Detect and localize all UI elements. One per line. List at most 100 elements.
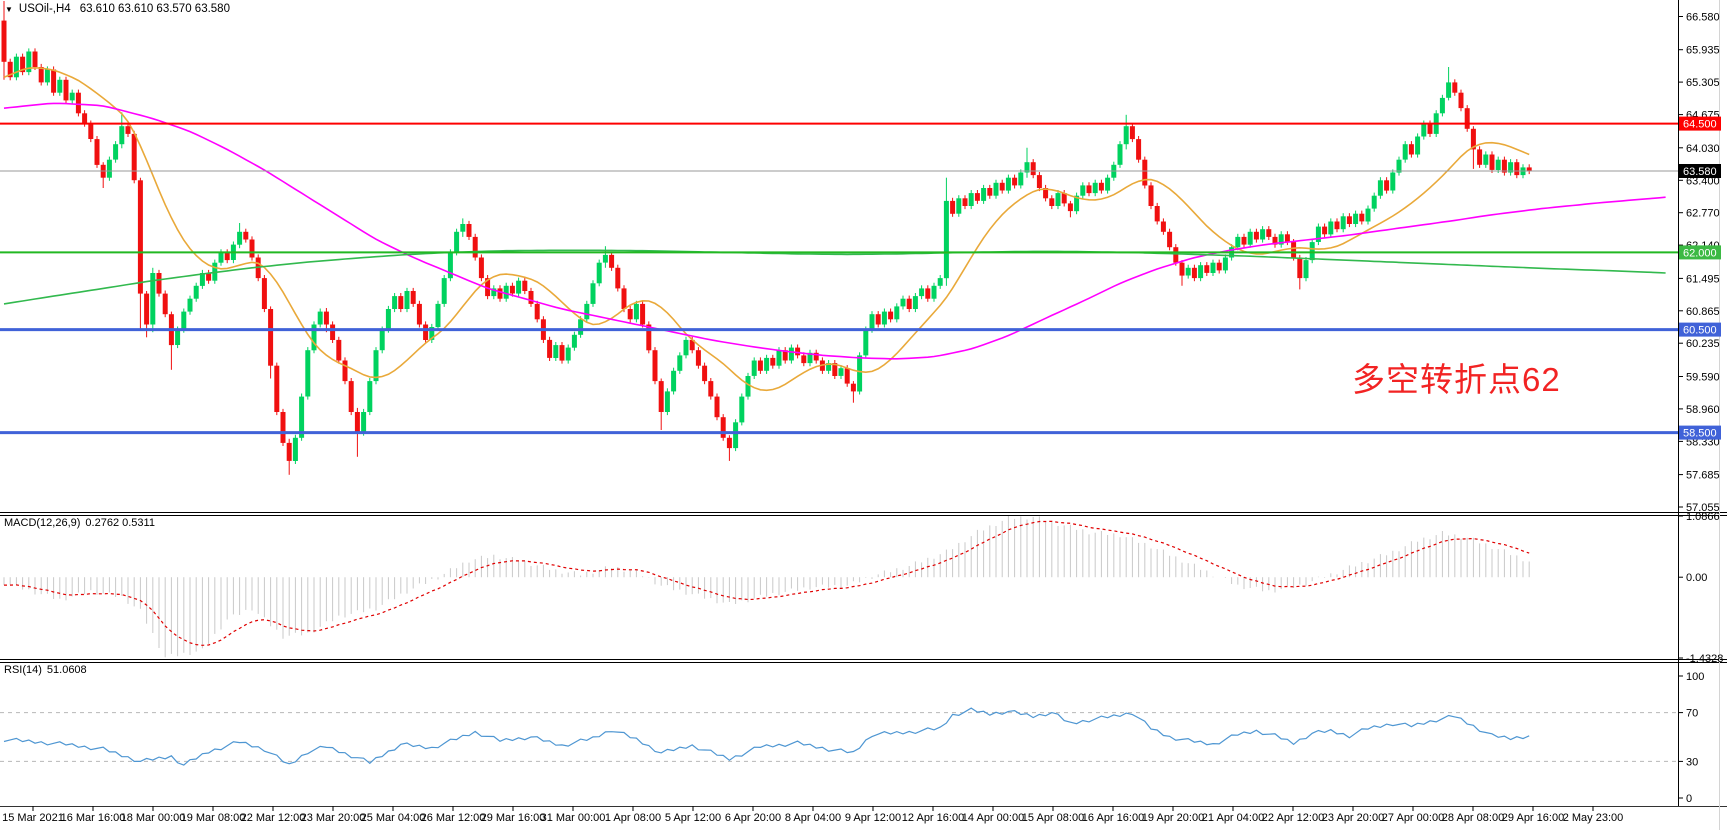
candle-body	[1371, 195, 1377, 209]
symbol-dropdown-icon[interactable]: ▼	[5, 4, 13, 14]
candle-body	[584, 303, 590, 320]
candle-body	[1452, 82, 1458, 93]
candle-body	[466, 224, 472, 237]
candle-body	[354, 412, 360, 433]
candle-body	[1415, 136, 1421, 155]
candle-body	[187, 298, 193, 312]
candle-body	[193, 285, 199, 299]
price-tick-label: 63.400	[1686, 175, 1720, 187]
candle-body	[640, 303, 646, 325]
candle-body	[906, 298, 912, 309]
candle-body	[1489, 154, 1495, 170]
candle-body	[801, 355, 807, 364]
rsi-value: 51.0608	[46, 664, 87, 676]
candle-body	[367, 381, 373, 412]
support-58500-badge[interactable]	[1679, 425, 1721, 440]
candle-body	[1018, 172, 1024, 186]
time-tick-label: 12 Apr 16:00	[902, 812, 964, 824]
price-tick-label: 57.685	[1686, 470, 1720, 482]
candle-body	[950, 200, 956, 214]
candle-body	[888, 311, 894, 320]
rsi-axis-label: 0	[1686, 793, 1692, 805]
candle-body	[1067, 203, 1073, 212]
candle-body	[1421, 123, 1427, 137]
candle-body	[392, 296, 398, 309]
price-tick-label: 58.960	[1686, 404, 1720, 416]
candle-body	[857, 355, 863, 392]
time-tick-label: 1 Apr 08:00	[605, 812, 661, 824]
candle-body	[292, 437, 298, 461]
macd-indicator-label: MACD(12,26,9) 0.2762 0.5311	[4, 517, 155, 529]
candle-body	[1247, 231, 1253, 245]
candle-body	[596, 262, 602, 284]
candle-body	[962, 198, 968, 206]
candle-body	[708, 381, 714, 397]
candle-body	[348, 381, 354, 412]
candle-body	[776, 350, 782, 366]
candle-body	[832, 363, 838, 376]
time-tick-label: 9 Apr 12:00	[845, 812, 901, 824]
candle-body	[336, 339, 342, 361]
candle-body	[51, 69, 57, 93]
candle-body	[472, 236, 478, 258]
candle-body	[1049, 198, 1055, 206]
candle-body	[1396, 159, 1402, 173]
candle-body	[1272, 236, 1278, 245]
candle-body	[416, 303, 422, 325]
candle-body	[1030, 162, 1036, 176]
candle-body	[1216, 262, 1222, 271]
price-tick-label: 61.495	[1686, 273, 1720, 285]
candle-body	[404, 291, 410, 309]
candle-body	[1353, 213, 1359, 224]
candle-body	[1464, 108, 1470, 129]
candle-body	[485, 278, 491, 297]
candle-body	[69, 92, 75, 101]
time-tick-label: 22 Apr 12:00	[1262, 812, 1324, 824]
candle-body	[1198, 265, 1204, 279]
price-tick-label: 65.935	[1686, 45, 1720, 57]
support-60500-badge-label: 60.500	[1683, 325, 1717, 337]
candle-body	[82, 113, 88, 124]
candle-body	[1154, 206, 1160, 222]
candle-body	[460, 224, 466, 232]
pivot-62000-badge[interactable]	[1679, 245, 1721, 260]
chart-annotation-text[interactable]: 多空转折点62	[1352, 361, 1561, 398]
candle-body	[646, 324, 652, 351]
candle-body	[937, 278, 943, 286]
candle-body	[268, 309, 274, 366]
candle-body	[633, 303, 639, 320]
time-tick-label: 16 Apr 16:00	[1082, 812, 1144, 824]
macd-axis-label: 1.0866	[1686, 511, 1720, 523]
candle-body	[1427, 123, 1433, 134]
candle-body	[516, 280, 522, 294]
support-60500-badge[interactable]	[1679, 322, 1721, 337]
candle-body	[900, 298, 906, 307]
candle-body	[764, 357, 770, 371]
price-tick-label: 64.030	[1686, 143, 1720, 155]
candle-body	[32, 51, 38, 67]
candle-body	[1508, 162, 1514, 173]
price-tick-label: 62.770	[1686, 208, 1720, 220]
time-tick-label: 2 May 23:00	[1563, 812, 1624, 824]
candle-body	[206, 273, 212, 281]
candle-body	[379, 329, 385, 351]
candle-body	[534, 303, 540, 320]
candle-body	[1322, 226, 1328, 235]
candle-body	[1123, 126, 1129, 145]
candle-body	[993, 182, 999, 196]
candle-body	[57, 79, 63, 93]
candle-body	[1284, 234, 1290, 242]
candle-body	[987, 188, 993, 196]
resistance-64500-badge[interactable]	[1679, 116, 1721, 131]
candle-body	[119, 126, 125, 145]
macd-histogram	[3, 516, 1530, 658]
rsi-axis-label: 30	[1686, 756, 1698, 768]
candle-body	[683, 339, 689, 356]
candle-body	[1291, 242, 1297, 258]
candle-body	[1458, 92, 1464, 109]
candle-body	[1278, 234, 1284, 245]
price-tick-label: 66.580	[1686, 12, 1720, 24]
candle-body	[751, 360, 757, 376]
